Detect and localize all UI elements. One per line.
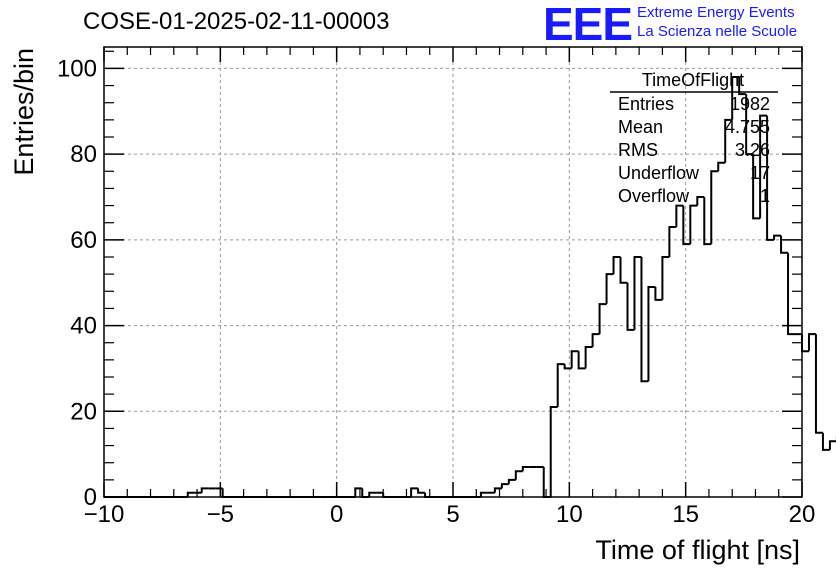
histogram-bins [104, 76, 836, 498]
histogram-bin [745, 94, 754, 156]
histogram-bin [731, 76, 740, 120]
x-axis-label: Time of flight [ns] [595, 535, 800, 565]
stats-row-value: 4.755 [725, 117, 770, 137]
histogram-bin [773, 234, 782, 240]
histogram-bin [717, 161, 726, 172]
histogram-bin [591, 333, 600, 347]
histogram-bin [780, 235, 789, 254]
histogram-bin [696, 196, 705, 206]
histogram-bin [766, 115, 775, 241]
stats-row-value: 1 [760, 186, 770, 206]
histogram-bin [668, 226, 677, 257]
histogram-bin [200, 487, 209, 493]
histogram-bin [801, 334, 809, 353]
histogram-bin [807, 333, 816, 352]
y-tick-label: 20 [70, 398, 97, 425]
x-tick-label: 0 [330, 501, 343, 528]
grid-lines [104, 47, 802, 497]
histogram-bin [619, 257, 628, 284]
axis-ticks [103, 47, 803, 498]
histogram-bin [493, 487, 502, 493]
histogram-bin [382, 492, 391, 498]
histogram-bin [661, 256, 670, 300]
chart-title: COSE-01-2025-02-11-00003 [83, 8, 390, 35]
eee-logo: EEE [543, 0, 633, 50]
histogram-bin [752, 154, 761, 220]
histogram-bin [633, 256, 642, 330]
x-tick-label: 10 [556, 501, 583, 528]
stats-box-title: TimeOfFlight [642, 70, 744, 90]
histogram-bin [647, 286, 656, 382]
histogram-bin [640, 257, 649, 383]
histogram-bin [724, 118, 733, 163]
histogram-bin [814, 334, 823, 434]
logo-caption-line1: Extreme Energy Events [637, 4, 795, 21]
histogram-bin [507, 478, 516, 485]
y-tick-label: 80 [70, 141, 97, 168]
histogram-bin [787, 252, 796, 336]
histogram-bin [577, 351, 586, 370]
histogram-bin [570, 350, 579, 369]
stats-row-value: 17 [750, 163, 770, 183]
stats-row-label: RMS [618, 140, 658, 160]
histogram-bin [361, 488, 370, 498]
x-tick-label: 5 [446, 501, 459, 528]
y-tick-label: 60 [70, 227, 97, 254]
histogram-bin [563, 364, 572, 370]
stats-rows: Entries 1982 Mean 4.755 RMS 3.26 Underflow 17 Ov… [618, 94, 770, 206]
histogram-bin [675, 204, 684, 227]
histogram-bin [710, 170, 719, 245]
stats-row-label: Mean [618, 117, 663, 137]
histogram-bin [598, 303, 607, 335]
x-tick-label: −5 [207, 501, 234, 528]
histogram-bin [521, 466, 530, 472]
histogram-bin [417, 488, 426, 494]
x-tick-label: −10 [84, 501, 125, 528]
histogram-bin [759, 114, 768, 219]
histogram-bin [556, 363, 565, 407]
y-tick-label: 100 [57, 55, 97, 82]
histogram-bin [626, 282, 635, 331]
x-tick-label: 20 [789, 501, 816, 528]
stats-row-label: Overflow [618, 186, 690, 206]
histogram-bin [354, 487, 363, 497]
y-axis-label: Entries/bin [9, 48, 39, 176]
stats-row-label: Underflow [618, 163, 700, 183]
tick-labels: −10 −5 0 5 10 15 20 0 20 40 60 80 100 [57, 55, 815, 528]
histogram-bin [654, 287, 663, 301]
stats-row-value: 1982 [730, 94, 770, 114]
logo-caption: Extreme Energy Events La Scienza nelle S… [637, 3, 797, 41]
histogram-bin [689, 204, 698, 245]
histogram-bin [549, 406, 558, 497]
x-tick-label: 15 [672, 501, 699, 528]
histogram-bin [542, 467, 551, 498]
logo-caption-line2: La Scienza nelle Scuole [637, 23, 798, 40]
histogram-bin [410, 487, 419, 497]
histogram-bin [828, 440, 836, 450]
stats-row-value: 3.26 [735, 140, 770, 160]
stats-box: TimeOfFlight Entries 1982 Mean 4.755 RMS 3.26… [610, 70, 778, 206]
y-tick-label: 40 [70, 313, 97, 340]
histogram-bin [500, 483, 509, 489]
histogram-bin [584, 346, 593, 369]
histogram-bin [605, 273, 614, 305]
histogram-bin [221, 488, 230, 498]
histogram-bin [479, 491, 488, 497]
histogram-bin [703, 197, 712, 246]
stats-row-label: Entries [618, 94, 674, 114]
histogram-bin [738, 77, 747, 96]
histogram-bin [186, 491, 195, 497]
histogram-bin [514, 470, 523, 480]
histogram-bin [612, 256, 621, 275]
histogram-bin [368, 491, 377, 497]
y-tick-label: 0 [84, 484, 97, 511]
histogram-bin [682, 205, 691, 246]
histogram-bin [821, 432, 830, 451]
histogram-bin [424, 492, 433, 498]
